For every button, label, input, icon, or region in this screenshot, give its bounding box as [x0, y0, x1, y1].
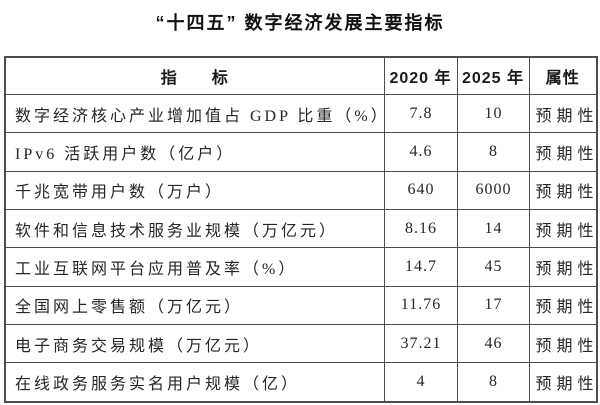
value-2025-cell: 6000: [456, 170, 530, 211]
attribute-cell: 预期性: [528, 247, 598, 287]
indicator-cell: 数字经济核心产业增加值占 GDP 比重（%）: [4, 93, 385, 134]
table-row: 千兆宽带用户数（万户） 640 6000 预期性: [4, 170, 598, 211]
value-2025-cell: 8: [456, 132, 530, 172]
table-row: 数字经济核心产业增加值占 GDP 比重（%） 7.8 10 预期性: [4, 93, 598, 134]
indicator-cell: 工业互联网平台应用普及率（%）: [4, 247, 385, 287]
table-row: 软件和信息技术服务业规模（万亿元） 8.16 14 预期性: [4, 209, 598, 249]
attribute-cell: 预期性: [528, 362, 598, 403]
value-2020-cell: 7.8: [383, 93, 458, 134]
value-2020-cell: 14.7: [383, 247, 458, 287]
attribute-cell: 预期性: [528, 170, 598, 211]
value-2025-cell: 8: [456, 362, 530, 403]
attribute-cell: 预期性: [528, 132, 598, 172]
indicator-cell: 在线政务服务实名用户规模（亿）: [4, 362, 385, 403]
table-row: 在线政务服务实名用户规模（亿） 4 8 预期性: [4, 362, 598, 403]
indicators-table: 指 标 2020 年 2025 年 属性 数字经济核心产业增加值占 GDP 比重…: [4, 56, 598, 403]
value-2020-cell: 4.6: [383, 132, 458, 172]
value-2025-cell: 45: [456, 247, 530, 287]
col-header-attribute: 属性: [528, 56, 598, 95]
value-2020-cell: 4: [383, 362, 458, 403]
value-2020-cell: 37.21: [383, 324, 458, 364]
col-header-indicator: 指 标: [4, 56, 385, 95]
table-row: IPv6 活跃用户数（亿户） 4.6 8 预期性: [4, 132, 598, 172]
value-2020-cell: 8.16: [383, 209, 458, 249]
indicator-cell: 电子商务交易规模（万亿元）: [4, 324, 385, 364]
indicator-cell: IPv6 活跃用户数（亿户）: [4, 132, 385, 172]
table-row: 工业互联网平台应用普及率（%） 14.7 45 预期性: [4, 247, 598, 287]
table-row: 全国网上零售额（万亿元） 11.76 17 预期性: [4, 285, 598, 326]
indicator-cell: 软件和信息技术服务业规模（万亿元）: [4, 209, 385, 249]
col-header-2025: 2025 年: [456, 56, 530, 95]
value-2025-cell: 10: [456, 93, 530, 134]
value-2025-cell: 17: [456, 285, 530, 326]
attribute-cell: 预期性: [528, 209, 598, 249]
value-2020-cell: 11.76: [383, 285, 458, 326]
table-row: 电子商务交易规模（万亿元） 37.21 46 预期性: [4, 324, 598, 364]
header-row: 指 标 2020 年 2025 年 属性: [4, 56, 598, 95]
table-title: “十四五” 数字经济发展主要指标: [155, 13, 445, 33]
value-2025-cell: 46: [456, 324, 530, 364]
attribute-cell: 预期性: [528, 285, 598, 326]
value-2020-cell: 640: [383, 170, 458, 211]
col-header-2020: 2020 年: [383, 56, 458, 95]
table-body: 数字经济核心产业增加值占 GDP 比重（%） 7.8 10 预期性 IPv6 活跃用户数…: [4, 93, 598, 403]
value-2025-cell: 14: [456, 209, 530, 249]
attribute-cell: 预期性: [528, 324, 598, 364]
indicator-cell: 千兆宽带用户数（万户）: [4, 170, 385, 211]
table-header: 指 标 2020 年 2025 年 属性: [4, 56, 598, 95]
indicator-cell: 全国网上零售额（万亿元）: [4, 285, 385, 326]
attribute-cell: 预期性: [528, 93, 598, 134]
